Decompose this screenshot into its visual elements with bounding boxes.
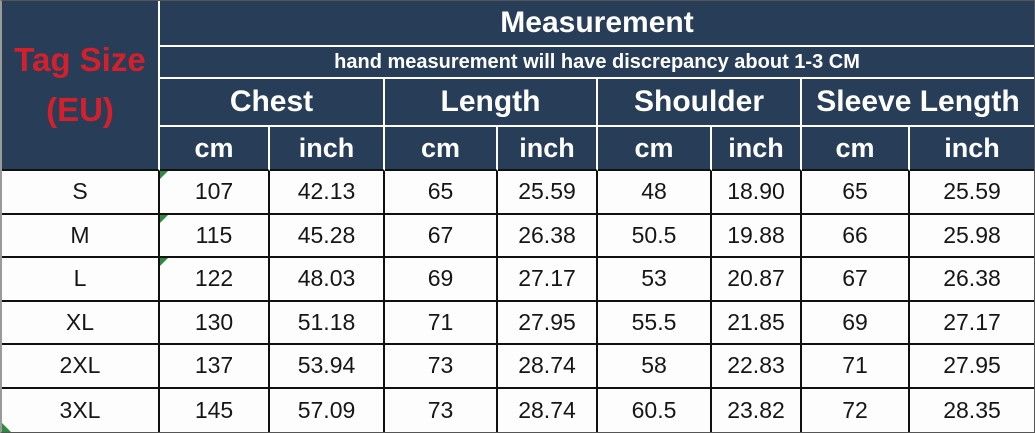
cell-length-inch: 28.74 bbox=[498, 345, 598, 389]
cell-shoulder-inch: 21.85 bbox=[712, 301, 802, 345]
cell-sleeve-cm: 72 bbox=[802, 388, 910, 432]
group-header-shoulder: Shoulder bbox=[598, 79, 802, 127]
cell-length-inch: 27.17 bbox=[498, 258, 598, 302]
group-header-chest: Chest bbox=[160, 79, 385, 127]
cell-length-cm: 71 bbox=[385, 301, 498, 345]
cell-length-cm: 73 bbox=[385, 388, 498, 432]
cell-chest-cm: 107 bbox=[160, 171, 270, 215]
cell-sleeve-inch: 25.98 bbox=[910, 214, 1034, 258]
cell-sleeve-cm: 66 bbox=[802, 214, 910, 258]
cell-chest-cm: 115 bbox=[160, 214, 270, 258]
unit-header-chest-cm: cm bbox=[160, 127, 270, 171]
cell-shoulder-inch: 18.90 bbox=[712, 171, 802, 215]
cell-shoulder-inch: 20.87 bbox=[712, 258, 802, 302]
measurement-note: hand measurement will have discrepancy a… bbox=[160, 47, 1034, 79]
cell-length-cm: 67 bbox=[385, 214, 498, 258]
cell-sleeve-inch: 26.38 bbox=[910, 258, 1034, 302]
unit-header-chest-inch: inch bbox=[270, 127, 385, 171]
cell-chest-inch: 42.13 bbox=[270, 171, 385, 215]
cell-length-inch: 27.95 bbox=[498, 301, 598, 345]
cell-sleeve-inch: 25.59 bbox=[910, 171, 1034, 215]
tag-size-label-line2: (EU) bbox=[46, 91, 114, 128]
group-header-length: Length bbox=[385, 79, 598, 127]
cell-shoulder-cm: 48 bbox=[598, 171, 712, 215]
cell-shoulder-cm: 53 bbox=[598, 258, 712, 302]
size-cell: 3XL bbox=[2, 388, 160, 432]
cell-chest-inch: 51.18 bbox=[270, 301, 385, 345]
cell-sleeve-inch: 27.95 bbox=[910, 345, 1034, 389]
cell-sleeve-cm: 71 bbox=[802, 345, 910, 389]
cell-length-cm: 65 bbox=[385, 171, 498, 215]
unit-header-sleeve-cm: cm bbox=[802, 127, 910, 171]
measurement-title: Measurement bbox=[160, 1, 1034, 47]
cell-length-inch: 26.38 bbox=[498, 214, 598, 258]
size-cell: XL bbox=[2, 301, 160, 345]
unit-header-shoulder-cm: cm bbox=[598, 127, 712, 171]
cell-shoulder-cm: 55.5 bbox=[598, 301, 712, 345]
unit-header-shoulder-inch: inch bbox=[712, 127, 802, 171]
cell-sleeve-cm: 65 bbox=[802, 171, 910, 215]
unit-header-length-cm: cm bbox=[385, 127, 498, 171]
cell-chest-cm: 130 bbox=[160, 301, 270, 345]
cell-sleeve-cm: 69 bbox=[802, 301, 910, 345]
cell-shoulder-cm: 60.5 bbox=[598, 388, 712, 432]
group-header-sleeve-length: Sleeve Length bbox=[802, 79, 1034, 127]
cell-sleeve-cm: 67 bbox=[802, 258, 910, 302]
cell-chest-inch: 48.03 bbox=[270, 258, 385, 302]
size-cell: M bbox=[2, 214, 160, 258]
size-cell: 2XL bbox=[2, 345, 160, 389]
cell-sleeve-inch: 27.17 bbox=[910, 301, 1034, 345]
cell-chest-inch: 57.09 bbox=[270, 388, 385, 432]
cell-length-cm: 69 bbox=[385, 258, 498, 302]
size-cell: L bbox=[2, 258, 160, 302]
cell-length-inch: 28.74 bbox=[498, 388, 598, 432]
cell-shoulder-cm: 50.5 bbox=[598, 214, 712, 258]
unit-header-length-inch: inch bbox=[498, 127, 598, 171]
size-cell: S bbox=[2, 171, 160, 215]
cell-chest-cm: 122 bbox=[160, 258, 270, 302]
cell-chest-inch: 45.28 bbox=[270, 214, 385, 258]
cell-chest-cm: 137 bbox=[160, 345, 270, 389]
unit-header-sleeve-inch: inch bbox=[910, 127, 1034, 171]
cell-shoulder-inch: 19.88 bbox=[712, 214, 802, 258]
cell-sleeve-inch: 28.35 bbox=[910, 388, 1034, 432]
cell-chest-inch: 53.94 bbox=[270, 345, 385, 389]
cell-chest-cm: 145 bbox=[160, 388, 270, 432]
tag-size-header-cell: Tag Size (EU) bbox=[2, 1, 160, 171]
cell-shoulder-inch: 22.83 bbox=[712, 345, 802, 389]
cell-shoulder-inch: 23.82 bbox=[712, 388, 802, 432]
cell-shoulder-cm: 58 bbox=[598, 345, 712, 389]
tag-size-label-line1: Tag Size bbox=[14, 41, 146, 78]
cell-length-cm: 73 bbox=[385, 345, 498, 389]
cell-length-inch: 25.59 bbox=[498, 171, 598, 215]
